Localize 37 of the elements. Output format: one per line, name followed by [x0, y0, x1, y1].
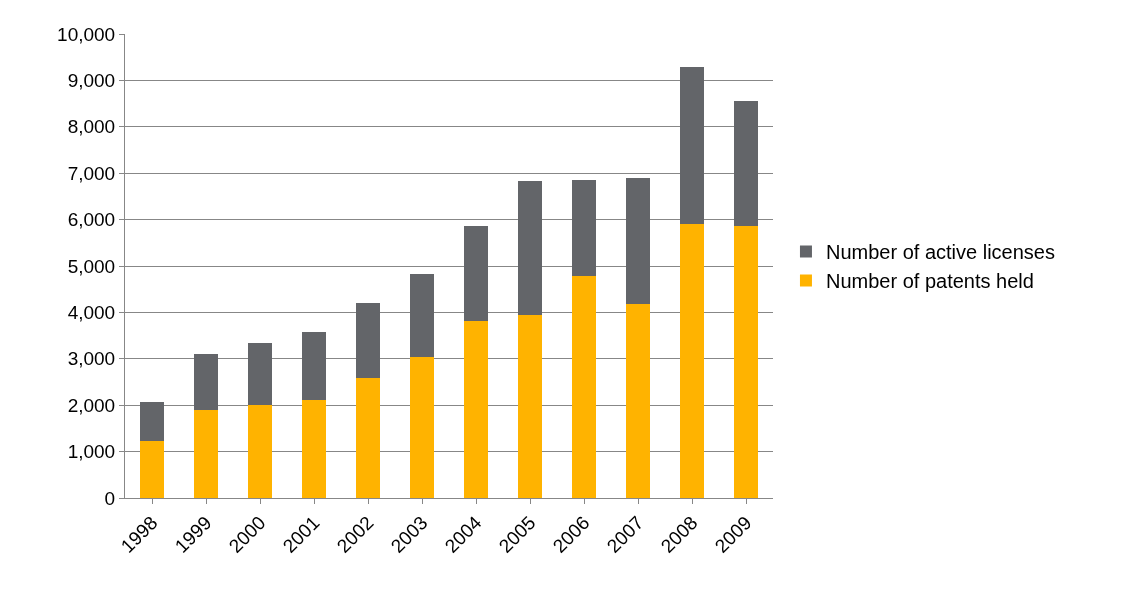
bar	[139, 401, 165, 441]
y-tick-label: 7,000	[67, 162, 116, 184]
bar	[679, 224, 705, 498]
y-tick-label: 5,000	[67, 255, 116, 277]
legend-label: Number of active licenses	[825, 241, 1055, 264]
bar	[409, 273, 435, 357]
bar	[625, 177, 651, 305]
bar	[355, 377, 381, 498]
bar	[733, 226, 759, 498]
y-tick-label: 3,000	[67, 348, 116, 370]
bar	[571, 180, 597, 277]
bar	[139, 440, 165, 498]
y-tick-label: 1,000	[67, 441, 116, 463]
bar	[733, 100, 759, 227]
bar	[463, 226, 489, 322]
y-tick-label: 8,000	[67, 116, 116, 138]
bar	[517, 181, 543, 316]
legend-label: Number of patents held	[825, 270, 1034, 293]
bar	[571, 276, 597, 498]
bar	[625, 304, 651, 498]
y-tick-label: 9,000	[67, 70, 116, 92]
y-tick-label: 4,000	[67, 302, 116, 324]
y-tick-label: 6,000	[67, 209, 116, 231]
bar	[517, 315, 543, 498]
y-tick-label: 0	[104, 487, 116, 509]
bar	[409, 356, 435, 498]
bar	[463, 321, 489, 498]
y-tick-label: 2,000	[67, 394, 116, 416]
bar	[247, 343, 273, 406]
y-tick-label: 10,000	[57, 23, 116, 45]
bar	[193, 409, 219, 498]
bar	[679, 66, 705, 225]
bar	[247, 405, 273, 498]
bar	[355, 303, 381, 378]
bar	[301, 331, 327, 401]
bar	[193, 354, 219, 410]
bar	[301, 400, 327, 498]
